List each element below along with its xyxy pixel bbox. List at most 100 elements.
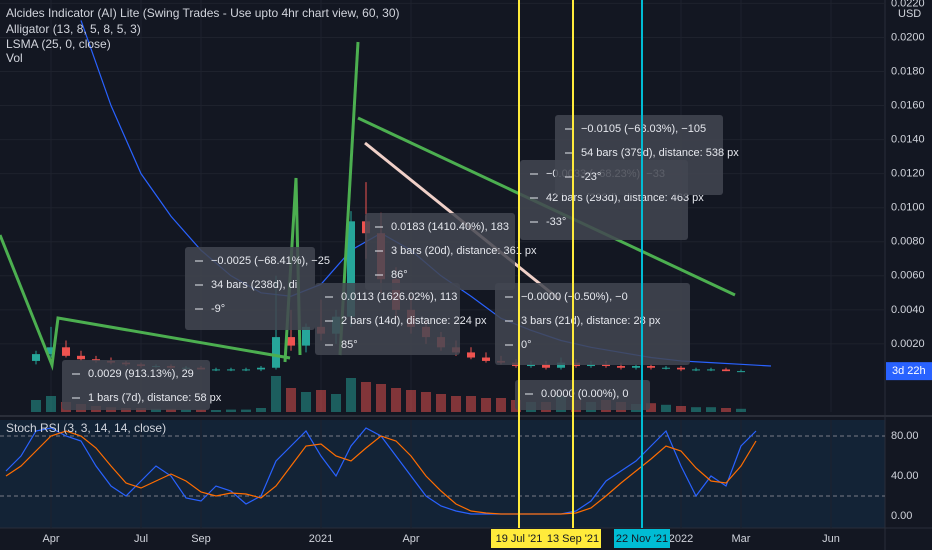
volume-bar <box>241 409 251 412</box>
candle-body <box>47 347 55 355</box>
measure-text: 34 bars (238d), di <box>211 279 297 291</box>
legend-item: Alligator (13, 8, 5, 8, 5, 3) <box>6 22 141 36</box>
y-tick-label: 0.0120 <box>891 168 925 180</box>
volume-bar <box>286 388 296 412</box>
legend-item: LSMA (25, 0, close) <box>6 37 111 51</box>
volume-bar <box>496 398 506 412</box>
candle-body <box>212 369 220 371</box>
volume-bar <box>481 398 491 412</box>
stoch-title: Stoch RSI (3, 3, 14, 14, close) <box>6 421 166 435</box>
volume-bar <box>211 410 221 412</box>
candle-body <box>707 369 715 371</box>
measure-text: 0.0183 (1410.40%), 183 <box>391 221 509 233</box>
y-tick-label: 0.0100 <box>891 202 925 214</box>
y-tick-label: 0.0160 <box>891 99 925 111</box>
countdown: 3d 22h <box>892 365 926 377</box>
y-tick-label: 0.0040 <box>891 304 925 316</box>
y-tick-label: 0.0140 <box>891 134 925 146</box>
date-marker-label: 19 Jul '21 <box>496 533 543 545</box>
date-marker-label-bg <box>545 529 601 548</box>
x-tick-label: Apr <box>42 533 59 545</box>
legend-item: Alcides Indicator (AI) Lite (Swing Trade… <box>6 6 400 20</box>
volume-bar <box>466 396 476 412</box>
legend-item: Vol <box>6 51 23 65</box>
volume-bar <box>406 390 416 412</box>
volume-bar <box>256 408 266 412</box>
candle-body <box>677 367 685 370</box>
measure-text: 3 bars (21d), distance: 28 px <box>521 315 661 327</box>
volume-bar <box>361 382 371 412</box>
measure-text: 0.0113 (1626.02%), 113 <box>341 291 457 303</box>
volume-bar <box>301 392 311 412</box>
candle-body <box>632 366 640 368</box>
volume-bar <box>721 408 731 412</box>
candle-body <box>662 367 670 369</box>
measure-text: 3 bars (20d), distance: 361 px <box>391 245 537 257</box>
x-tick-label: Mar <box>732 533 751 545</box>
candle-body <box>272 337 280 368</box>
volume-bar <box>196 409 206 412</box>
y-tick-label: 0.0220 <box>891 0 925 9</box>
volume-bar <box>31 400 41 412</box>
measure-text: −0.0025 (−68.41%), −25 <box>211 255 330 267</box>
volume-bar <box>346 378 356 412</box>
x-tick-label: 2021 <box>309 533 333 545</box>
measure-text: 85° <box>341 339 358 351</box>
measure-text: -33° <box>546 216 566 228</box>
volume-bar <box>331 394 341 412</box>
y-tick-label: 0.0020 <box>891 338 925 350</box>
volume-bar <box>646 403 656 412</box>
measure-text: -9° <box>211 303 225 315</box>
volume-bar <box>46 396 56 412</box>
date-marker-label: 22 Nov '21 <box>616 533 668 545</box>
volume-bar <box>376 384 386 412</box>
volume-bar <box>691 407 701 412</box>
candle-body <box>287 337 295 346</box>
volume-bar <box>391 388 401 412</box>
candle-body <box>77 355 85 360</box>
measure-box <box>555 115 723 195</box>
date-marker-label: 13 Sep '21 <box>547 533 599 545</box>
date-marker-label-bg <box>614 529 670 548</box>
volume-bar <box>271 376 281 412</box>
candle-body <box>647 366 655 368</box>
volume-bar <box>316 390 326 412</box>
y2-tick-label: 80.00 <box>891 430 919 442</box>
candle-body <box>602 364 610 367</box>
volume-bar <box>436 394 446 412</box>
y-tick-label: 0.0200 <box>891 31 925 43</box>
volume-bar <box>736 408 746 412</box>
candle-body <box>542 364 550 368</box>
x-tick-label: Sep <box>191 533 211 545</box>
measure-box <box>185 247 315 330</box>
volume-bar <box>226 409 236 412</box>
candle-body <box>587 364 595 367</box>
measure-text: -23° <box>581 171 601 183</box>
candle-body <box>617 366 625 368</box>
x-tick-label: Jul <box>134 533 148 545</box>
y-tick-label: 0.0060 <box>891 270 925 282</box>
y2-tick-label: 40.00 <box>891 470 919 482</box>
candle-body <box>467 352 475 358</box>
y-tick-label: 0.0080 <box>891 236 925 248</box>
y-tick-label: 0.0180 <box>891 65 925 77</box>
volume-bar <box>451 396 461 412</box>
candle-body <box>737 371 745 373</box>
candle-body <box>242 369 250 371</box>
measure-box <box>365 213 515 290</box>
candle-body <box>692 369 700 371</box>
candle-body <box>227 369 235 371</box>
x-tick-label: 2022 <box>669 533 693 545</box>
stoch-line <box>5 430 757 515</box>
candle-body <box>527 364 535 367</box>
y2-tick-label: 0.00 <box>891 510 912 522</box>
measure-text: 0.0029 (913.13%), 29 <box>88 368 194 380</box>
candle-body <box>557 362 565 368</box>
measure-text: 2 bars (14d), distance: 224 px <box>341 315 487 327</box>
measure-box <box>515 380 650 410</box>
candle-body <box>722 369 730 372</box>
measure-box <box>62 360 210 410</box>
volume-bar <box>166 408 176 412</box>
trend-drawing <box>0 234 291 371</box>
x-tick-label: Jun <box>822 533 840 545</box>
